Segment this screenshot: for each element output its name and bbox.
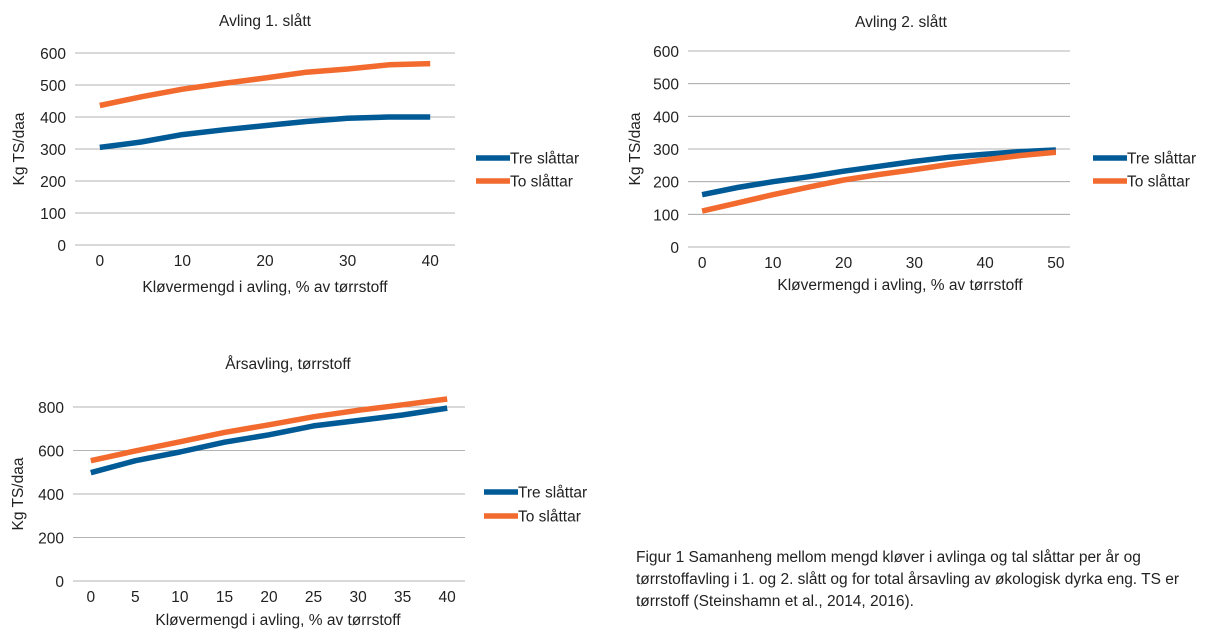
y-tick-label: 300 bbox=[653, 142, 679, 159]
y-tick-label: 600 bbox=[38, 444, 64, 461]
chart-title: Årsavling, tørrstoff bbox=[225, 356, 351, 373]
chart-avling-1-slatt: 0 100 200 300 400 500 600 0 10 20 30 40 Avling 1. sl… bbox=[11, 13, 579, 296]
chart-title: Avling 1. slått bbox=[219, 13, 312, 30]
x-tick-label: 40 bbox=[422, 253, 440, 270]
x-tick-label: 20 bbox=[260, 589, 278, 606]
legend-label: Tre slåttar bbox=[1127, 151, 1196, 168]
x-tick-label: 15 bbox=[216, 589, 233, 606]
y-tick-label: 500 bbox=[653, 77, 679, 94]
figure-caption: Figur 1 Samanheng mellom mengd kløver i … bbox=[636, 549, 1180, 610]
y-tick-label: 600 bbox=[40, 46, 66, 63]
x-tick-label: 10 bbox=[171, 589, 189, 606]
x-tick-label: 30 bbox=[339, 253, 357, 270]
y-tick-label: 400 bbox=[38, 487, 64, 504]
x-tick-label: 20 bbox=[835, 255, 853, 272]
legend-label: Tre slåttar bbox=[518, 485, 587, 502]
series-line bbox=[701, 147, 1057, 198]
x-tick-label: 30 bbox=[906, 255, 924, 272]
legend-label: To slåttar bbox=[510, 174, 573, 191]
series-line bbox=[90, 396, 448, 464]
series-line bbox=[99, 114, 431, 151]
x-axis-label: Kløvermengd i avling, % av tørrstoff bbox=[142, 279, 388, 296]
series-line bbox=[701, 149, 1057, 214]
y-tick-label: 200 bbox=[38, 531, 64, 548]
y-axis-label: Kg TS/daa bbox=[627, 112, 644, 185]
chart-arsavling: 0 200 400 600 800 0 5 10 15 20 25 30 35 40 Årsavling, … bbox=[10, 356, 587, 629]
x-tick-label: 0 bbox=[87, 589, 96, 606]
series-line bbox=[99, 60, 431, 109]
y-tick-label: 600 bbox=[653, 44, 679, 61]
y-tick-label: 200 bbox=[653, 175, 679, 192]
legend-label: To slåttar bbox=[1127, 174, 1190, 191]
x-tick-label: 30 bbox=[349, 589, 367, 606]
y-tick-label: 400 bbox=[653, 109, 679, 126]
x-tick-label: 0 bbox=[95, 253, 104, 270]
x-tick-label: 5 bbox=[131, 589, 140, 606]
x-tick-label: 40 bbox=[976, 255, 994, 272]
x-tick-label: 10 bbox=[174, 253, 192, 270]
series-line bbox=[90, 405, 448, 476]
y-tick-label: 400 bbox=[40, 110, 66, 127]
legend-label: Tre slåttar bbox=[510, 151, 579, 168]
y-tick-label: 300 bbox=[40, 142, 66, 159]
legend-label: To slåttar bbox=[518, 509, 581, 526]
chart-avling-2-slatt: 0 100 200 300 400 500 600 0 10 20 30 40 50 Avling 2. … bbox=[627, 14, 1196, 294]
y-tick-label: 100 bbox=[40, 206, 66, 223]
x-tick-label: 40 bbox=[439, 589, 457, 606]
y-tick-label: 500 bbox=[40, 78, 66, 95]
x-tick-label: 50 bbox=[1047, 255, 1065, 272]
chart-title: Avling 2. slått bbox=[855, 14, 948, 31]
x-tick-label: 25 bbox=[305, 589, 322, 606]
y-tick-label: 0 bbox=[55, 574, 64, 591]
x-tick-label: 0 bbox=[698, 255, 707, 272]
y-tick-label: 200 bbox=[40, 174, 66, 191]
y-tick-label: 800 bbox=[38, 400, 64, 417]
y-tick-label: 0 bbox=[57, 238, 66, 255]
x-tick-label: 10 bbox=[764, 255, 782, 272]
y-axis-label: Kg TS/daa bbox=[11, 112, 28, 185]
y-tick-label: 0 bbox=[670, 240, 679, 257]
x-axis-label: Kløvermengd i avling, % av tørrstoff bbox=[155, 612, 401, 629]
y-tick-label: 100 bbox=[653, 207, 679, 224]
x-tick-label: 20 bbox=[256, 253, 274, 270]
x-axis-label: Kløvermengd i avling, % av tørrstoff bbox=[777, 277, 1023, 294]
x-tick-label: 35 bbox=[394, 589, 411, 606]
y-axis-label: Kg TS/daa bbox=[10, 457, 27, 530]
